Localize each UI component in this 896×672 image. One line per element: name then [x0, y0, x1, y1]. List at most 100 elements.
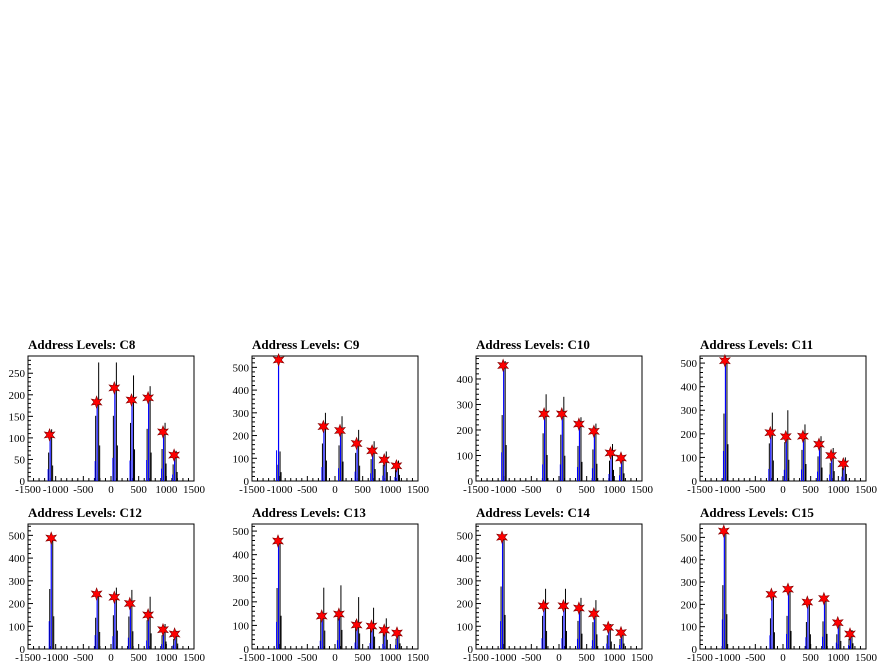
- x-tick-label: 1000: [155, 652, 178, 664]
- peak-marker: [365, 619, 378, 633]
- blue-histogram-peak: [721, 530, 725, 649]
- y-tick-label: 200: [457, 599, 474, 611]
- peak-marker: [844, 627, 856, 641]
- histogram-panel: 0 100 200 300 400 500 -1500 -1000 -500 0 500 1000 15…: [0, 504, 224, 672]
- blue-histogram-peak: [94, 593, 98, 649]
- peak-marker: [602, 620, 615, 635]
- plot-frame: [27, 355, 195, 482]
- x-tick-label: -1500: [687, 652, 713, 664]
- peak-marker: [557, 598, 570, 613]
- peak-marker: [496, 530, 508, 545]
- black-histogram-peak: [722, 532, 728, 649]
- peak-marker: [538, 407, 551, 421]
- x-tick-label: 1500: [631, 484, 654, 496]
- y-tick-label: 400: [681, 382, 698, 394]
- peak-marker: [108, 590, 121, 605]
- peak-marker: [825, 448, 838, 463]
- x-tick-label: 500: [578, 484, 595, 496]
- x-tick-label: -500: [745, 484, 766, 496]
- x-tick-label: -500: [297, 652, 318, 664]
- blue-histogram-peak: [769, 594, 773, 649]
- y-tick-label: 150: [9, 411, 26, 423]
- y-tick-label: 0: [244, 476, 250, 488]
- x-tick-label: -500: [521, 652, 542, 664]
- x-tick-label: -1000: [491, 484, 517, 496]
- y-tick-label: 100: [9, 433, 26, 445]
- x-tick-label: 500: [130, 652, 147, 664]
- x-tick-label: -1500: [15, 484, 41, 496]
- peak-marker: [90, 395, 103, 409]
- x-tick-label: -1000: [715, 484, 741, 496]
- y-tick-label: 400: [233, 550, 250, 562]
- panel-title: Address Levels: C11: [700, 337, 814, 352]
- peak-marker: [831, 615, 844, 630]
- x-tick-label: 0: [780, 484, 786, 496]
- black-histogram-peak: [560, 396, 566, 481]
- x-tick-label: -1500: [239, 652, 265, 664]
- peak-marker: [391, 626, 403, 640]
- y-tick-label: 100: [233, 620, 250, 632]
- peak-marker: [765, 587, 778, 602]
- histogram-panel: 0 100 200 300 400 500 -1500 -1000 -500 0 500 1000 15…: [672, 504, 896, 672]
- blue-histogram-peak: [541, 605, 545, 649]
- blue-histogram-peak: [561, 605, 565, 649]
- histogram-plot: 0 50 100 150 200 250 -1500 -1000 -500 0 500 1000 150…: [9, 355, 206, 496]
- y-tick-label: 0: [468, 476, 474, 488]
- peak-marker: [497, 358, 510, 373]
- peak-marker: [779, 429, 792, 444]
- x-tick-label: 500: [354, 652, 371, 664]
- histogram-plot: 0 100 200 300 400 500 -1500 -1000 -500 0 500 1000 15…: [233, 523, 430, 664]
- peak-marker: [350, 618, 363, 632]
- y-tick-label: 100: [457, 450, 474, 462]
- peak-marker: [813, 437, 825, 452]
- black-histogram-peak: [769, 593, 775, 649]
- y-tick-label: 400: [233, 385, 250, 397]
- peak-marker: [537, 598, 550, 613]
- y-tick-label: 100: [233, 453, 250, 465]
- y-tick-label: 100: [9, 621, 26, 633]
- y-tick-label: 0: [244, 644, 250, 656]
- blue-histogram-peak: [146, 614, 150, 649]
- blue-histogram-peak: [800, 435, 805, 481]
- histogram-plot: 0 100 200 300 400 500 -1500 -1000 -500 0 500 1000 15…: [681, 353, 878, 496]
- y-tick-label: 500: [457, 530, 474, 542]
- peak-marker: [332, 607, 345, 621]
- x-tick-label: -1000: [43, 484, 69, 496]
- x-tick-label: -500: [73, 652, 94, 664]
- panel-title: Address Levels: C12: [28, 505, 142, 520]
- histogram-panel: 0 100 200 300 400 500 -1500 -1000 -500 0 500 1000 15…: [448, 504, 672, 672]
- y-tick-label: 200: [9, 599, 26, 611]
- blue-histogram-peak: [336, 613, 341, 649]
- y-tick-label: 0: [692, 644, 698, 656]
- panel-title: Address Levels: C10: [476, 337, 590, 352]
- panel-title: Address Levels: C9: [252, 337, 360, 352]
- histogram-panel: 0 50 100 150 200 250 -1500 -1000 -500 0 500 1000 150…: [0, 336, 224, 504]
- blue-histogram-peak: [354, 443, 358, 481]
- panel-title: Address Levels: C8: [28, 337, 136, 352]
- peak-marker: [818, 591, 830, 606]
- blue-histogram-peak: [576, 424, 581, 481]
- peak-marker: [718, 353, 731, 368]
- peak-marker: [615, 625, 627, 640]
- x-tick-label: 1500: [855, 652, 878, 664]
- y-tick-label: 200: [233, 431, 250, 443]
- x-tick-label: 0: [108, 652, 114, 664]
- peak-marker: [334, 423, 346, 438]
- peak-marker: [717, 524, 730, 538]
- blue-histogram-peak: [722, 360, 727, 481]
- x-tick-label: 500: [802, 484, 819, 496]
- blue-histogram-peak: [559, 414, 563, 481]
- x-tick-label: 1000: [603, 484, 626, 496]
- blue-histogram-peak: [591, 429, 596, 481]
- x-tick-label: 1000: [603, 652, 626, 664]
- peak-marker: [572, 601, 585, 615]
- blue-histogram-peak: [783, 436, 787, 481]
- x-tick-label: 1000: [155, 484, 178, 496]
- blue-histogram-peak: [48, 537, 52, 649]
- y-tick-label: 400: [457, 374, 474, 386]
- y-tick-label: 300: [681, 405, 698, 417]
- blue-histogram-peak: [768, 432, 772, 481]
- x-tick-label: 0: [332, 652, 338, 664]
- blue-histogram-peak: [542, 414, 546, 481]
- x-tick-label: 1500: [631, 652, 654, 664]
